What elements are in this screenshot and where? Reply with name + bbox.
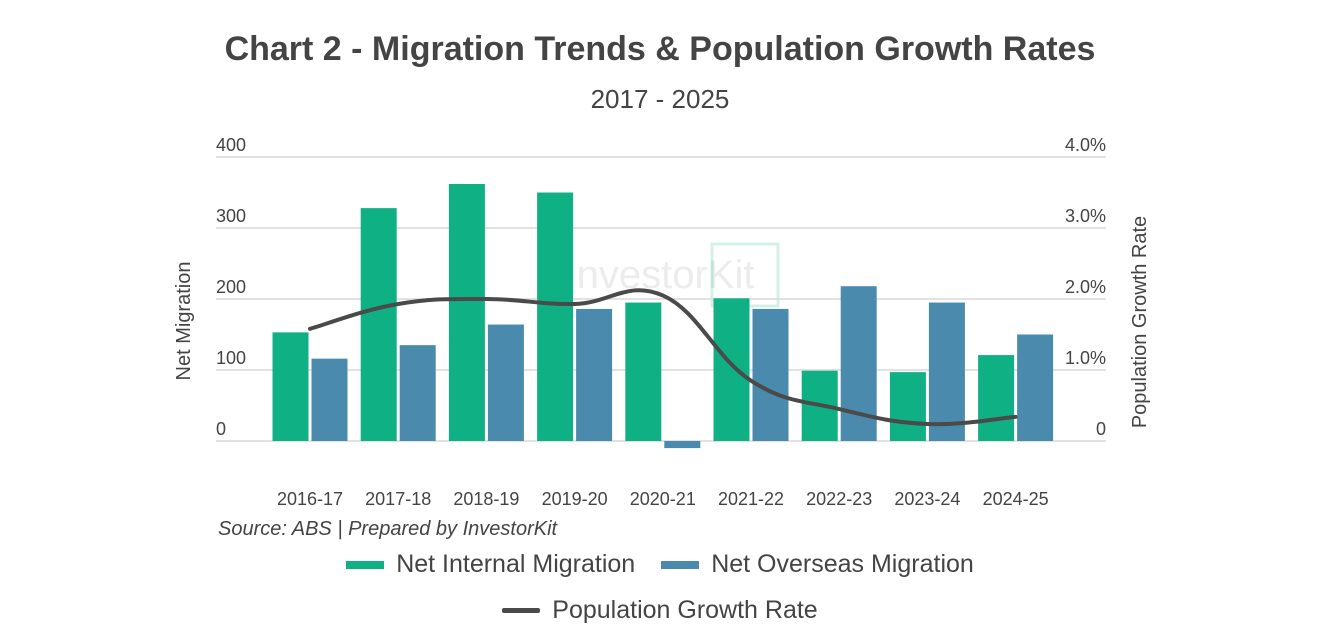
- y2-tick-label: 4.0%: [1065, 135, 1106, 155]
- bar-overseas: [576, 308, 613, 441]
- y2-tick-label: 2.0%: [1065, 277, 1106, 297]
- bar-overseas: [399, 345, 436, 441]
- legend-item-internal: Net Internal Migration: [346, 550, 635, 579]
- bar-overseas: [1017, 334, 1054, 441]
- bar-internal: [537, 192, 574, 441]
- x-tick-label: 2022-23: [806, 489, 872, 509]
- y-tick-label: 400: [216, 135, 246, 155]
- x-tick-label: 2016-17: [277, 489, 343, 509]
- x-tick-label: 2020-21: [630, 489, 696, 509]
- legend-swatch-internal: [346, 560, 385, 569]
- bar-internal: [272, 332, 309, 441]
- bar-overseas: [752, 308, 789, 441]
- bar-internal: [448, 183, 485, 442]
- watermark-logo: InvestorKit: [566, 253, 755, 297]
- x-tick-label: 2024-25: [983, 489, 1049, 509]
- y-tick-label: 100: [216, 348, 246, 368]
- legend-swatch-growth: [502, 608, 541, 613]
- source-note: Source: ABS | Prepared by InvestorKit: [218, 518, 558, 540]
- y2-axis-title: Population Growth Rate: [1129, 216, 1151, 428]
- legend-label-growth: Population Growth Rate: [552, 596, 818, 624]
- bar-internal: [360, 208, 397, 441]
- y2-tick-label: 1.0%: [1065, 348, 1106, 368]
- bar-internal: [889, 372, 926, 441]
- x-tick-label: 2021-22: [718, 489, 784, 509]
- legend-item-overseas: Net Overseas Migration: [661, 550, 974, 579]
- bar-overseas: [928, 302, 965, 441]
- chart-title: Chart 2 - Migration Trends & Population …: [224, 30, 1096, 68]
- y2-tick-label: 3.0%: [1065, 206, 1106, 226]
- chart-subtitle: 2017 - 2025: [590, 84, 730, 114]
- legend-label-overseas: Net Overseas Migration: [711, 550, 974, 578]
- bar-internal: [978, 355, 1015, 441]
- y2-tick-label: 0: [1096, 419, 1106, 439]
- x-tick-label: 2018-19: [453, 489, 519, 509]
- x-tick-label: 2019-20: [542, 489, 608, 509]
- bar-overseas: [487, 324, 524, 441]
- bar-internal: [625, 302, 662, 441]
- legend-item-growth: Population Growth Rate: [502, 596, 818, 625]
- bar-internal: [713, 298, 750, 441]
- x-tick-label: 2017-18: [365, 489, 431, 509]
- bar-overseas: [664, 441, 701, 449]
- y-tick-label: 200: [216, 277, 246, 297]
- y-axis-title: Net Migration: [173, 262, 195, 381]
- legend-row-bars: Net Internal Migration Net Overseas Migr…: [0, 550, 1320, 579]
- x-tick-label: 2023-24: [894, 489, 960, 509]
- legend-label-internal: Net Internal Migration: [396, 550, 636, 578]
- bar-overseas: [311, 358, 348, 441]
- y-tick-label: 300: [216, 206, 246, 226]
- legend-row-line: Population Growth Rate: [0, 596, 1320, 625]
- y-tick-label: 0: [216, 419, 226, 439]
- legend-swatch-overseas: [661, 560, 700, 569]
